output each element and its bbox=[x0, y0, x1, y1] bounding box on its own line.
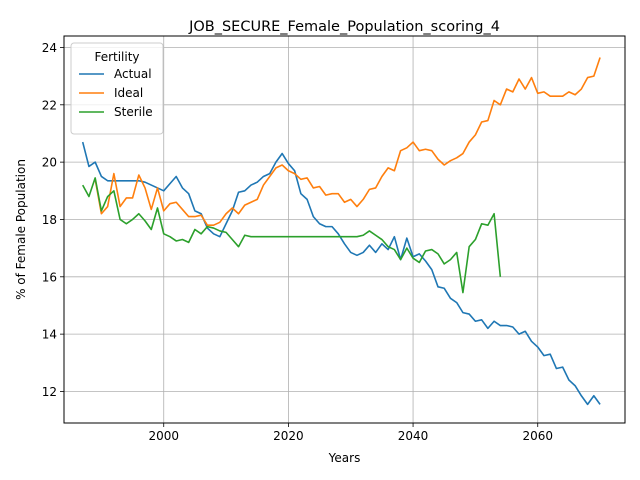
x-axis-label: Years bbox=[328, 451, 361, 465]
y-tick-label: 20 bbox=[42, 156, 57, 170]
legend-label-actual: Actual bbox=[114, 67, 152, 81]
legend: Fertility Actual Ideal Sterile bbox=[71, 43, 163, 134]
y-axis-label: % of Female Population bbox=[14, 159, 28, 300]
x-tick-label: 2040 bbox=[398, 429, 429, 443]
y-tick-label: 24 bbox=[42, 41, 57, 55]
y-tick-label: 22 bbox=[42, 98, 57, 112]
y-tick-label: 16 bbox=[42, 270, 57, 284]
chart-title: JOB_SECURE_Female_Population_scoring_4 bbox=[188, 19, 500, 35]
x-tick-label: 2020 bbox=[273, 429, 304, 443]
y-tick-label: 18 bbox=[42, 213, 57, 227]
y-tick-label: 12 bbox=[42, 385, 57, 399]
legend-label-sterile: Sterile bbox=[114, 105, 153, 119]
y-tick-label: 14 bbox=[42, 328, 57, 342]
x-tick-label: 2060 bbox=[522, 429, 553, 443]
x-tick-label: 2000 bbox=[148, 429, 179, 443]
legend-label-ideal: Ideal bbox=[114, 86, 143, 100]
legend-title: Fertility bbox=[94, 50, 139, 64]
